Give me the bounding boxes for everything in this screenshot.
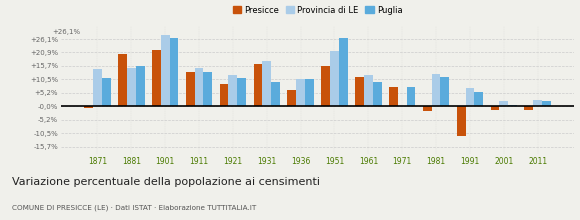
Bar [407,87,415,106]
Text: COMUNE DI PRESICCE (LE) · Dati ISTAT · Elaborazione TUTTITALIA.IT: COMUNE DI PRESICCE (LE) · Dati ISTAT · E… [12,205,256,211]
Bar [102,78,111,106]
Text: Variazione percentuale della popolazione ai censimenti: Variazione percentuale della popolazione… [12,177,320,187]
Bar [229,75,237,106]
Bar [499,101,508,106]
Bar [136,66,144,106]
Bar [355,77,364,106]
Bar [305,79,314,106]
Bar [253,64,262,106]
Bar [533,100,542,106]
Bar [330,51,339,106]
Bar [93,69,102,106]
Bar [195,68,204,106]
Bar [474,92,483,106]
Bar [127,68,136,106]
Bar [423,106,432,112]
Bar [220,84,229,106]
Bar [491,106,499,110]
Bar [84,106,93,108]
Bar [169,38,179,106]
Bar [186,72,195,106]
Bar [271,82,280,106]
Bar [152,50,161,106]
Bar [296,79,305,106]
Text: +26,1%: +26,1% [52,29,81,35]
Bar [288,90,296,106]
Bar [440,77,450,106]
Bar [373,82,382,106]
Bar [542,101,551,106]
Bar [456,106,466,136]
Bar [339,38,347,106]
Bar [161,35,169,106]
Bar [204,72,212,106]
Bar [389,87,398,106]
Bar [432,74,440,106]
Bar [364,75,373,106]
Bar [237,78,246,106]
Legend: Presicce, Provincia di LE, Puglia: Presicce, Provincia di LE, Puglia [229,2,406,18]
Bar [508,105,517,106]
Bar [321,66,330,106]
Bar [118,54,127,106]
Bar [262,61,271,106]
Bar [466,88,474,106]
Bar [524,106,533,110]
